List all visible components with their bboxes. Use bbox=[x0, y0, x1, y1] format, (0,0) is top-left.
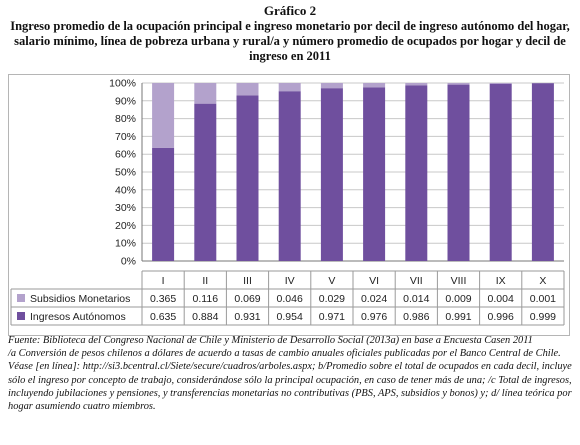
bar-ingresos-autonomos bbox=[489, 83, 512, 261]
bar-subsidios-monetarios bbox=[236, 83, 259, 96]
data-label: 0.365 bbox=[150, 293, 176, 305]
y-tick-label: 10% bbox=[115, 238, 136, 250]
x-tick-label: IV bbox=[285, 275, 295, 287]
x-tick-label: V bbox=[328, 275, 335, 287]
x-tick-label: VI bbox=[369, 275, 379, 287]
y-tick-label: 30% bbox=[115, 202, 136, 214]
bar-subsidios-monetarios bbox=[320, 83, 343, 89]
chart-area: 0% 10% 20% 30% 40% 50% 60% 70% 80% 90% 100% I II III I… bbox=[8, 74, 570, 336]
y-tick-label: 0% bbox=[121, 256, 136, 268]
data-label: 0.014 bbox=[403, 293, 429, 305]
y-tick-label: 60% bbox=[115, 149, 136, 161]
data-label: 0.986 bbox=[403, 311, 429, 323]
bar-ingresos-autonomos bbox=[236, 95, 259, 261]
data-label: 0.999 bbox=[530, 311, 556, 323]
x-tick-label: VII bbox=[410, 275, 423, 287]
y-tick-label: 20% bbox=[115, 220, 136, 232]
x-tick-label: X bbox=[539, 275, 546, 287]
bar-subsidios-monetarios bbox=[194, 83, 217, 104]
x-tick-label: IX bbox=[496, 275, 506, 287]
data-label: 0.976 bbox=[361, 311, 387, 323]
bar-ingresos-autonomos bbox=[531, 83, 554, 261]
bar-ingresos-autonomos bbox=[278, 91, 301, 261]
data-label: 0.069 bbox=[234, 293, 260, 305]
data-label: 0.009 bbox=[445, 293, 471, 305]
y-tick-label: 100% bbox=[109, 78, 136, 90]
figure-label: Gráfico 2 bbox=[263, 3, 317, 18]
notes-section: Fuente: Biblioteca del Congreso Nacional… bbox=[8, 334, 574, 413]
bar-ingresos-autonomos bbox=[320, 88, 343, 261]
legend-label: Subsidios Monetarios bbox=[30, 293, 130, 305]
legend-label: Ingresos Autónomos bbox=[30, 311, 126, 323]
bar-subsidios-monetarios bbox=[363, 83, 386, 88]
y-tick-label: 70% bbox=[115, 131, 136, 143]
x-tick-label: III bbox=[243, 275, 252, 287]
data-label: 0.004 bbox=[488, 293, 514, 305]
legend-swatch bbox=[17, 294, 25, 302]
data-label: 0.931 bbox=[234, 311, 260, 323]
stacked-bar-chart: 0%10%20%30%40%50%60%70%80%90%100%I II III I… bbox=[10, 78, 565, 326]
data-label: 0.991 bbox=[445, 311, 471, 323]
footnote-text: /a Conversión de pesos chilenos a dólare… bbox=[8, 348, 572, 413]
bar-ingresos-autonomos bbox=[405, 85, 428, 261]
y-tick-label: 40% bbox=[115, 184, 136, 196]
data-label: 0.024 bbox=[361, 293, 387, 305]
data-label: 0.884 bbox=[192, 311, 218, 323]
bar-ingresos-autonomos bbox=[194, 103, 217, 261]
chart-title-block: Gráfico 2 Ingreso promedio de la ocupaci… bbox=[0, 3, 580, 64]
data-label: 0.996 bbox=[488, 311, 514, 323]
data-label: 0.971 bbox=[319, 311, 345, 323]
x-tick-label: I bbox=[162, 275, 165, 287]
bar-ingresos-autonomos bbox=[152, 147, 175, 261]
data-label: 0.046 bbox=[277, 293, 303, 305]
figure-title: Ingreso promedio de la ocupación princip… bbox=[10, 19, 570, 63]
y-tick-label: 50% bbox=[115, 167, 136, 179]
bar-subsidios-monetarios bbox=[447, 83, 470, 85]
bar-ingresos-autonomos bbox=[363, 87, 386, 261]
bar-subsidios-monetarios bbox=[405, 83, 428, 86]
data-label: 0.635 bbox=[150, 311, 176, 323]
data-label: 0.001 bbox=[530, 293, 556, 305]
source-note: Fuente: Biblioteca del Congreso Nacional… bbox=[8, 335, 533, 346]
y-tick-label: 90% bbox=[115, 95, 136, 107]
x-tick-label: II bbox=[202, 275, 208, 287]
bar-ingresos-autonomos bbox=[447, 84, 470, 262]
bar-subsidios-monetarios bbox=[152, 83, 175, 148]
y-tick-label: 80% bbox=[115, 113, 136, 125]
data-label: 0.954 bbox=[277, 311, 303, 323]
data-label: 0.116 bbox=[193, 293, 219, 305]
x-tick-label: VIII bbox=[451, 275, 467, 287]
legend-swatch bbox=[17, 312, 25, 320]
bar-subsidios-monetarios bbox=[489, 83, 512, 84]
bar-subsidios-monetarios bbox=[278, 83, 301, 92]
data-label: 0.029 bbox=[319, 293, 345, 305]
